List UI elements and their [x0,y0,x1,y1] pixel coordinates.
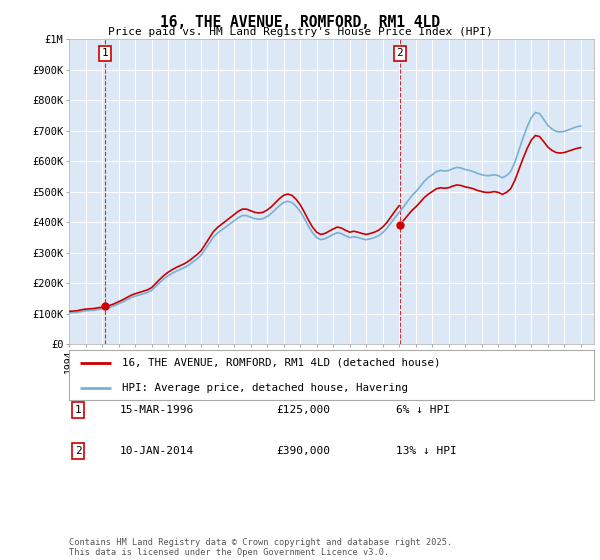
Text: Price paid vs. HM Land Registry's House Price Index (HPI): Price paid vs. HM Land Registry's House … [107,27,493,37]
Text: 15-MAR-1996: 15-MAR-1996 [120,405,194,415]
Text: 13% ↓ HPI: 13% ↓ HPI [396,446,457,456]
Text: 16, THE AVENUE, ROMFORD, RM1 4LD (detached house): 16, THE AVENUE, ROMFORD, RM1 4LD (detach… [121,358,440,367]
Text: 1: 1 [102,48,109,58]
Text: 2: 2 [74,446,82,456]
Text: 2: 2 [397,48,403,58]
Text: £390,000: £390,000 [276,446,330,456]
Text: 10-JAN-2014: 10-JAN-2014 [120,446,194,456]
Text: HPI: Average price, detached house, Havering: HPI: Average price, detached house, Have… [121,383,407,393]
Text: £125,000: £125,000 [276,405,330,415]
Text: 16, THE AVENUE, ROMFORD, RM1 4LD: 16, THE AVENUE, ROMFORD, RM1 4LD [160,15,440,30]
Text: 6% ↓ HPI: 6% ↓ HPI [396,405,450,415]
Text: 1: 1 [74,405,82,415]
Text: Contains HM Land Registry data © Crown copyright and database right 2025.
This d: Contains HM Land Registry data © Crown c… [69,538,452,557]
